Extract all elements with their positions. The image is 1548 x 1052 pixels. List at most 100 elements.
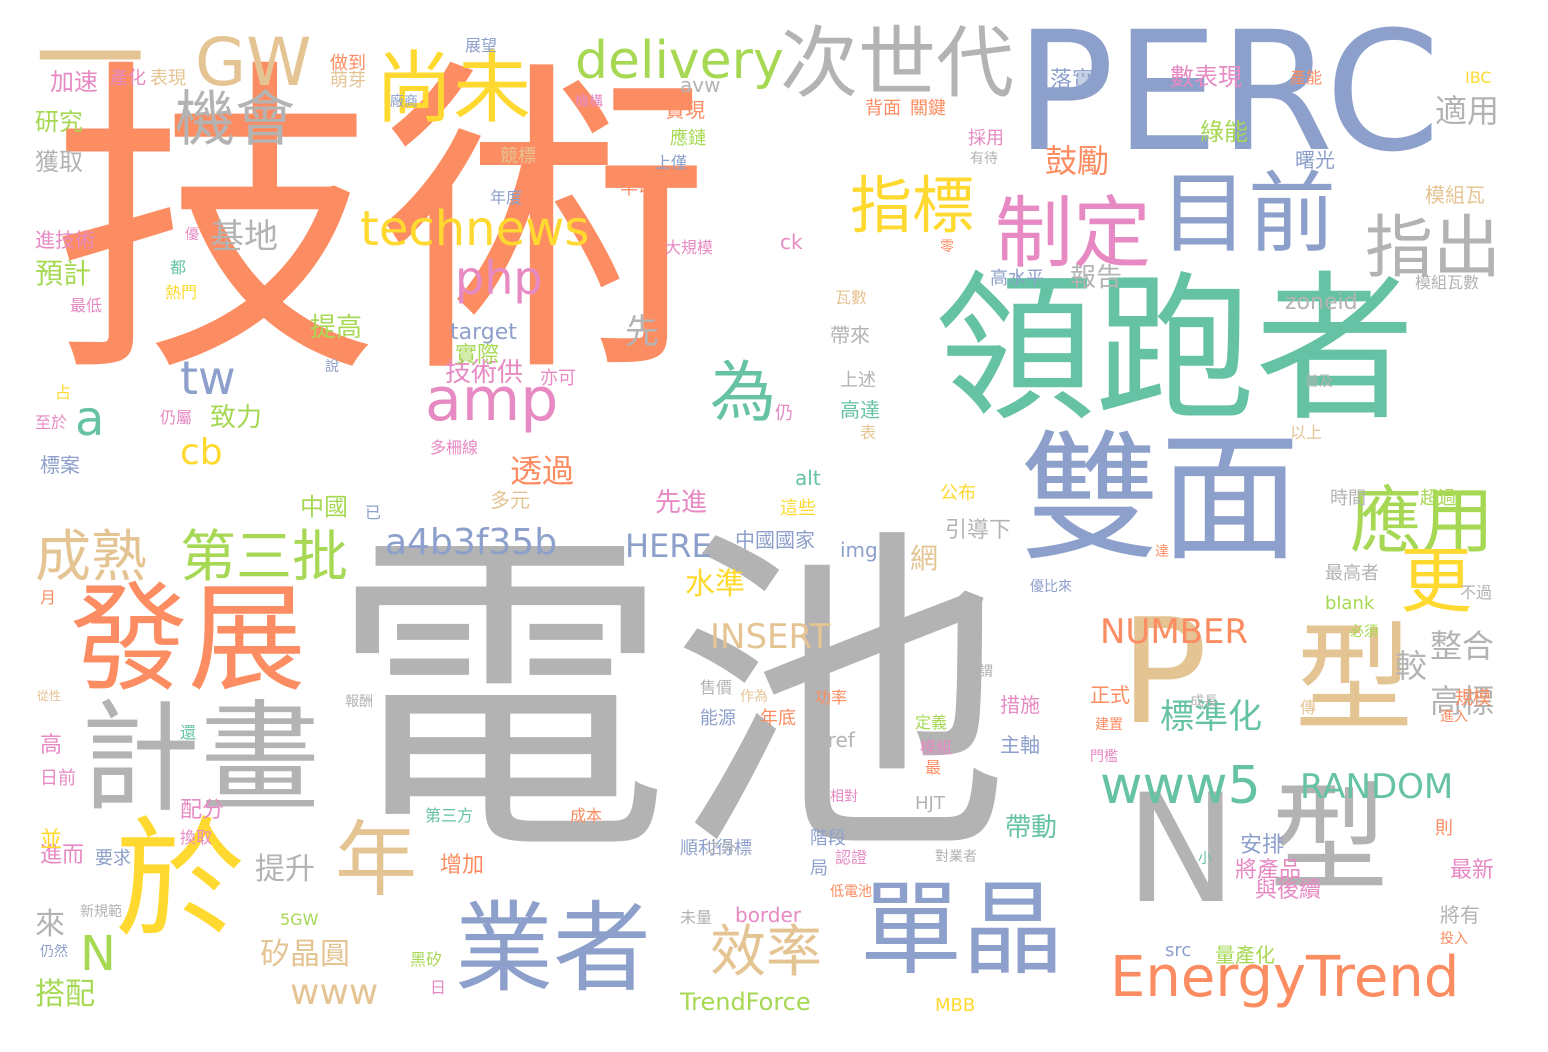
word-cloud-word: a <box>75 391 105 447</box>
word-cloud-word: 大規模 <box>665 238 714 257</box>
word-cloud-word: 正式 <box>1090 683 1130 707</box>
word-cloud-word: 階段 <box>810 828 846 849</box>
word-cloud-word: 較 <box>1395 647 1428 685</box>
word-cloud-word: 第三方 <box>425 806 474 825</box>
word-cloud-word: 機會 <box>175 85 295 155</box>
word-cloud-word: 所謂 <box>965 664 993 680</box>
word-cloud-word: 進而 <box>40 843 85 868</box>
word-cloud-word: 曙光 <box>1295 148 1335 172</box>
word-cloud-word: INSERT <box>710 617 831 657</box>
word-cloud-word: 於 <box>115 804 246 956</box>
word-cloud-word: 新規範 <box>80 904 122 920</box>
word-cloud-word: 鼓勵 <box>1045 142 1110 180</box>
word-cloud-word: 應用 <box>1350 479 1495 563</box>
word-cloud-word: HERE <box>625 527 712 565</box>
word-cloud-word: 年 <box>335 813 418 908</box>
word-cloud-word: 超過 <box>1420 488 1456 509</box>
word-cloud-word: 將產品 <box>1235 858 1302 883</box>
word-cloud-word: 指出 <box>1365 209 1502 288</box>
word-cloud-word: 技術 <box>50 33 710 417</box>
word-cloud-word: 高水平 <box>990 268 1044 289</box>
word-cloud-word: 獲取 <box>35 148 83 176</box>
word-cloud-word: 熱門 <box>165 283 198 302</box>
word-cloud-word: MBB <box>935 995 976 1016</box>
word-cloud-word: 綠能 <box>1200 118 1248 146</box>
word-cloud-word: avw <box>680 73 721 97</box>
word-cloud-word: N <box>1125 763 1238 937</box>
word-cloud-word: 日前 <box>40 768 76 789</box>
word-cloud-word: 小 <box>1198 851 1212 867</box>
word-cloud-word: 優比來 <box>1030 579 1072 595</box>
word-cloud-word: 模組瓦 <box>1425 183 1485 207</box>
word-cloud-word: 年底 <box>760 708 796 729</box>
word-cloud-word: 認證 <box>835 848 868 867</box>
word-cloud-word: 高標 <box>1430 682 1495 720</box>
word-cloud-word: 這些 <box>780 498 816 519</box>
word-cloud-word: 相對 <box>830 789 858 805</box>
word-cloud-word: 有待 <box>970 151 998 167</box>
word-cloud-word: 雙面 <box>1020 418 1301 581</box>
word-cloud-word: 優 <box>185 227 199 243</box>
word-cloud-word: 能源 <box>700 708 736 729</box>
word-cloud-word: 電池 <box>330 502 1010 898</box>
word-cloud-word: 模組瓦數 <box>1415 273 1480 292</box>
word-cloud-word: 中國國家 <box>735 528 815 552</box>
word-cloud-word: 5GW <box>280 910 319 929</box>
word-cloud-word: N <box>80 926 116 982</box>
word-cloud-word: zoneid <box>1285 290 1358 315</box>
word-cloud-word: 中國 <box>300 493 348 521</box>
word-cloud-word: 標案 <box>40 453 80 477</box>
word-cloud-word: delivery <box>575 31 784 91</box>
word-cloud-word: href <box>815 728 855 752</box>
word-cloud-word: 安排 <box>1240 833 1285 858</box>
word-cloud-word: 規模 <box>1455 688 1491 709</box>
word-cloud-word: 先 <box>625 312 659 352</box>
word-cloud-word: 年度 <box>490 188 523 207</box>
word-cloud-word: 業者 <box>455 892 652 1006</box>
word-cloud-word: 並 <box>40 828 63 853</box>
word-cloud-word: 上僅 <box>655 153 688 172</box>
word-cloud-word: 更 <box>1400 539 1473 623</box>
word-cloud-word: 背面 <box>865 98 901 119</box>
word-cloud-word: 對業者 <box>935 849 977 865</box>
word-cloud-word: EnergyTrend <box>1110 945 1460 1010</box>
word-cloud-word: 落實 <box>1050 68 1095 93</box>
word-cloud-word: php <box>455 251 543 305</box>
word-cloud-word: 成長 <box>1190 694 1218 710</box>
word-cloud-word: 做到 <box>330 53 366 74</box>
word-cloud-word: 表現 <box>150 68 186 89</box>
word-cloud-word: GW <box>195 24 312 101</box>
word-cloud-word: 成熟 <box>35 525 147 590</box>
word-cloud-word: 發展 <box>70 570 307 708</box>
word-cloud-word: a4b3f35b <box>385 522 558 563</box>
word-cloud-word: 產化 <box>110 68 146 89</box>
word-cloud-word: 第三批 <box>180 525 348 590</box>
word-cloud-word: 成本 <box>570 806 603 825</box>
word-cloud-word: 關鍵 <box>910 98 946 119</box>
word-cloud-word: 型 <box>1270 770 1389 908</box>
word-cloud-word: 占 <box>55 383 72 402</box>
word-cloud-word: 先進 <box>655 488 708 518</box>
word-cloud-word: 投入 <box>1440 931 1468 947</box>
word-cloud-word: 整合 <box>1430 627 1495 665</box>
word-cloud-word: 預計 <box>35 257 92 290</box>
word-cloud-word: HJT <box>915 793 945 814</box>
word-cloud-word: 順利得標 <box>680 838 752 859</box>
word-cloud-word: www <box>290 972 379 1013</box>
word-cloud-word: 月 <box>40 588 57 607</box>
word-cloud-word: 尚未 <box>375 44 532 134</box>
word-cloud-word: 網 <box>910 542 939 575</box>
word-cloud-word: 產能 <box>1290 68 1323 87</box>
word-cloud-word: 從性 <box>37 689 62 703</box>
word-cloud-word: 標準化 <box>1160 697 1262 737</box>
word-cloud-word: 多柵線 <box>430 438 479 457</box>
word-cloud-word: 帶來 <box>830 323 870 347</box>
word-cloud-word: 搭配 <box>35 977 95 1012</box>
word-cloud-word: 水準 <box>685 567 745 602</box>
word-cloud-word: 時間 <box>1330 488 1366 509</box>
word-cloud-word: 還 <box>180 723 197 742</box>
word-cloud-word: amp <box>425 365 559 435</box>
word-cloud-word: 引導下 <box>945 518 1012 543</box>
word-cloud-word: 售價 <box>700 678 733 697</box>
